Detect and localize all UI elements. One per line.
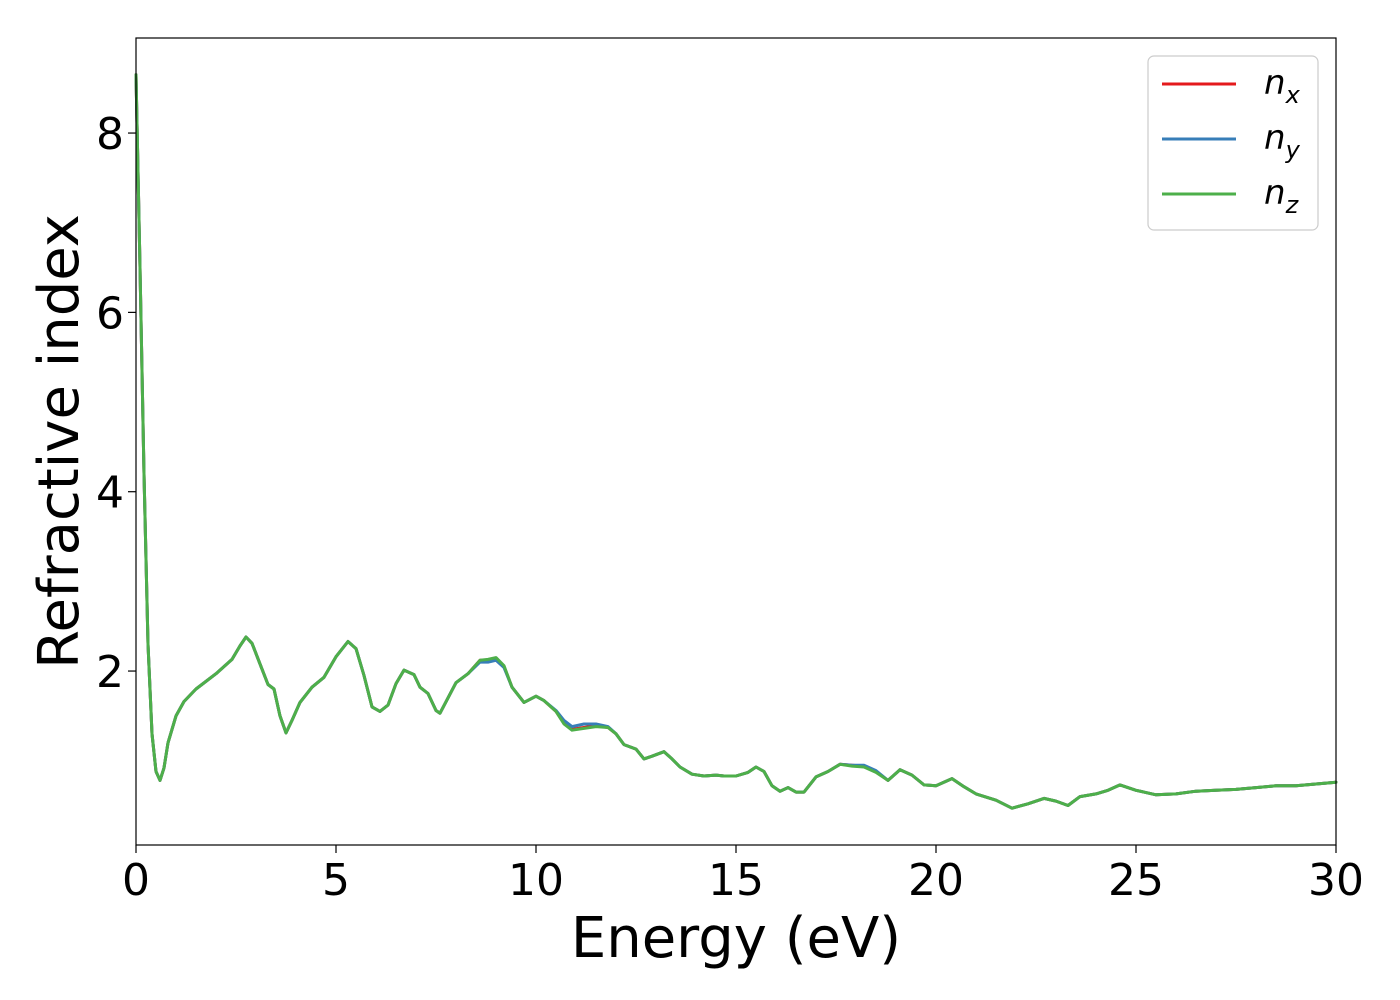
legend-label-n-y: ny — [1264, 118, 1301, 164]
x-tick-label: 15 — [708, 855, 764, 906]
x-tick-label: 20 — [908, 855, 964, 906]
y-axis: 2 4 6 8 — [96, 109, 136, 698]
y-axis-title: Refractive index — [27, 214, 92, 669]
legend-label-n-x: nx — [1264, 63, 1301, 109]
x-axis: 0 5 10 15 20 25 30 — [122, 845, 1364, 906]
y-tick-label: 2 — [96, 647, 124, 698]
series-line-n-z — [134, 73, 1338, 810]
x-tick-label: 10 — [508, 855, 564, 906]
legend-label-subscript: y — [1285, 136, 1301, 164]
legend-label-base: n — [1264, 63, 1286, 103]
legend-label-base: n — [1264, 173, 1286, 213]
legend-box — [1147, 55, 1319, 231]
x-tick-label: 0 — [122, 855, 150, 906]
y-tick-label: 8 — [96, 109, 124, 160]
series-layer — [134, 73, 1338, 810]
legend-label-subscript: z — [1285, 191, 1300, 219]
y-tick-label: 6 — [96, 288, 124, 339]
y-tick-label: 4 — [96, 468, 124, 519]
x-tick-label: 30 — [1308, 855, 1364, 906]
x-axis-title: Energy (eV) — [571, 906, 901, 971]
legend-label-base: n — [1264, 118, 1286, 158]
x-tick-label: 25 — [1108, 855, 1164, 906]
legend-label-n-z: nz — [1264, 173, 1300, 219]
legend-label-subscript: x — [1285, 81, 1301, 109]
x-tick-label: 5 — [322, 855, 350, 906]
